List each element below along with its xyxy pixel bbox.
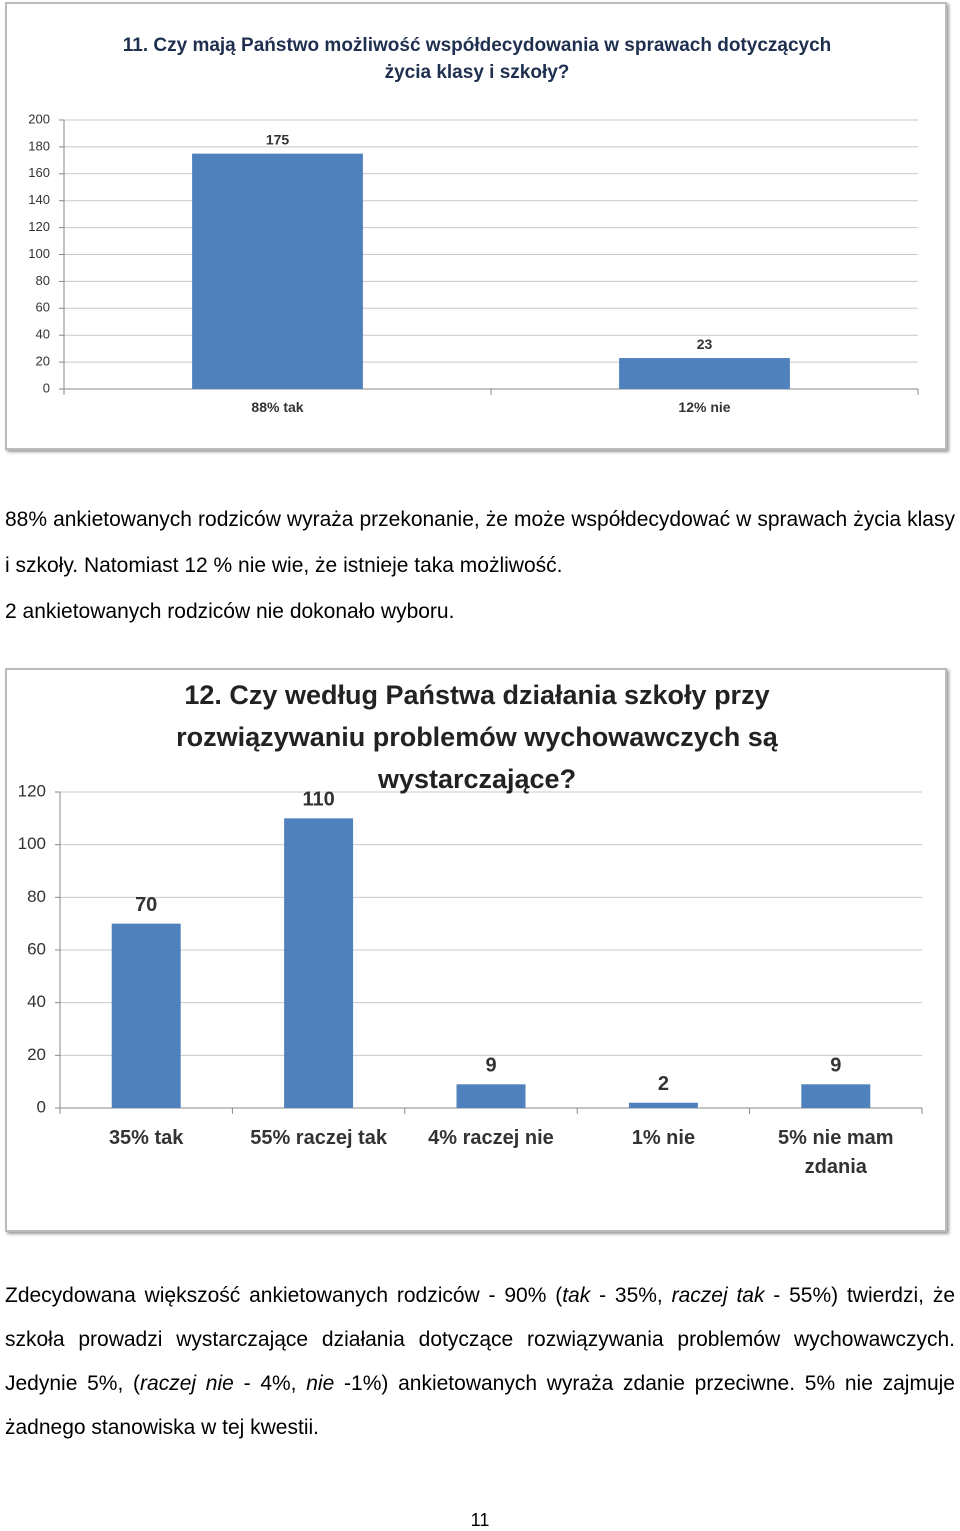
y-tick-label: 120 <box>28 219 50 234</box>
data-label: 9 <box>485 1055 496 1077</box>
y-tick-label: 40 <box>36 327 50 342</box>
plot: 0 20 40 60 80 100 120 70 110 9 2 9 <box>18 781 923 1116</box>
data-label: 110 <box>302 789 334 811</box>
text-run: tak <box>562 1284 591 1307</box>
data-label: 175 <box>266 132 290 148</box>
x-tick-label: 4% raczej nie <box>428 1127 554 1149</box>
y-tick-label: 80 <box>27 887 46 906</box>
x-tick-label: 35% tak <box>108 1127 184 1149</box>
bar <box>628 1102 698 1108</box>
data-label: 23 <box>697 336 713 352</box>
paragraph: 88% ankietowanych rodziców wyraża przeko… <box>5 497 955 589</box>
x-tick-label: 88% tak <box>251 399 304 415</box>
y-tick-label: 100 <box>28 246 50 261</box>
text-run: Zdecydowana większość ankietowanych rodz… <box>5 1284 563 1307</box>
page-number: 11 <box>470 1510 490 1530</box>
y-tick-label: 0 <box>37 1097 46 1116</box>
y-tick-label: 100 <box>18 834 46 853</box>
bar <box>456 1084 526 1108</box>
y-tick-label: 120 <box>18 781 46 800</box>
plot: 0 20 40 60 80 100 120 140 160 180 200 175 23 <box>28 111 919 395</box>
bar <box>619 358 790 389</box>
text-run: - 35%, <box>590 1284 672 1307</box>
chart-title: 11. Czy mają Państwo możliwość współdecy… <box>122 35 832 83</box>
text-run: raczej tak <box>671 1284 765 1307</box>
bar <box>111 923 181 1108</box>
x-tick-label: 1% nie <box>631 1127 696 1149</box>
text-run: - 4%, <box>233 1372 307 1395</box>
data-label: 70 <box>135 894 157 916</box>
y-tick-label: 160 <box>28 165 50 180</box>
data-label: 2 <box>658 1073 669 1095</box>
text-run: nie <box>306 1372 335 1395</box>
bar <box>801 1084 871 1108</box>
data-label: 9 <box>830 1055 841 1077</box>
text-run: raczej nie <box>140 1372 234 1395</box>
paragraph: 2 ankietowanych rodziców nie dokonało wy… <box>5 589 955 635</box>
y-tick-label: 200 <box>28 111 50 126</box>
x-tick-label: 5% nie mam zdania <box>777 1127 894 1178</box>
paragraph: Zdecydowana większość ankietowanych rodz… <box>5 1274 955 1450</box>
chart-title: 12. Czy według Państwa działania szkoły … <box>176 680 778 794</box>
bar <box>192 153 363 389</box>
y-tick-label: 20 <box>27 1045 46 1064</box>
y-tick-label: 60 <box>27 939 46 958</box>
chart: 0 20 40 60 80 100 120 140 160 180 200 175 23 11. Czy … <box>5 2 947 450</box>
y-tick-label: 20 <box>36 354 50 369</box>
y-tick-label: 140 <box>28 192 50 207</box>
text-run: 88% ankietowanych rodziców wyraża przeko… <box>5 508 955 577</box>
chart: 0 20 40 60 80 100 120 70 110 9 2 9 12. Czy według Pa… <box>5 668 947 1232</box>
y-tick-label: 80 <box>36 273 50 288</box>
x-tick-label: 12% nie <box>678 399 731 415</box>
y-tick-label: 180 <box>28 138 50 153</box>
x-tick-label: 55% raczej tak <box>250 1127 387 1149</box>
y-tick-label: 0 <box>43 380 50 395</box>
text-run: -1%) ankietowanych wyraża zdanie przeciw… <box>5 1372 955 1439</box>
text-run: - 55%) twierdzi, że szkoła prowadzi wyst… <box>5 1284 955 1395</box>
y-tick-label: 40 <box>27 992 46 1011</box>
text-run: 2 ankietowanych rodziców nie dokonało wy… <box>5 600 455 623</box>
y-tick-label: 60 <box>36 300 50 315</box>
bar <box>284 818 354 1108</box>
